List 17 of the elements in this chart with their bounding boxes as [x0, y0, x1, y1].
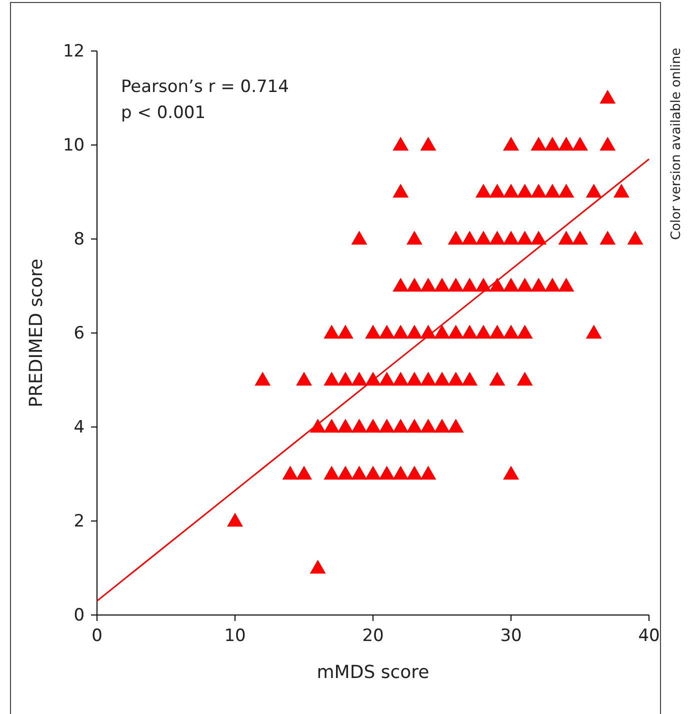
y-tick-label: 4	[74, 417, 85, 438]
y-axis-title: PREDIMED score	[26, 258, 47, 408]
y-tick-label: 6	[74, 323, 85, 344]
x-axis-title: mMDS score	[316, 662, 430, 683]
y-tick-label: 10	[62, 135, 85, 156]
y-tick-label: 8	[74, 229, 85, 250]
x-tick-label: 10	[224, 626, 246, 646]
x-tick-label: 30	[500, 626, 522, 646]
x-tick-label: 20	[362, 626, 384, 646]
y-tick-label: 0	[74, 605, 85, 626]
annotation: Pearson’s r = 0.714	[121, 77, 289, 97]
x-tick-label: 40	[638, 626, 660, 646]
annotation: p < 0.001	[121, 103, 206, 123]
y-tick-label: 2	[74, 511, 85, 532]
y-tick-label: 12	[62, 41, 85, 62]
text: Color version available online	[669, 48, 684, 240]
x-tick-label: 0	[92, 626, 102, 646]
